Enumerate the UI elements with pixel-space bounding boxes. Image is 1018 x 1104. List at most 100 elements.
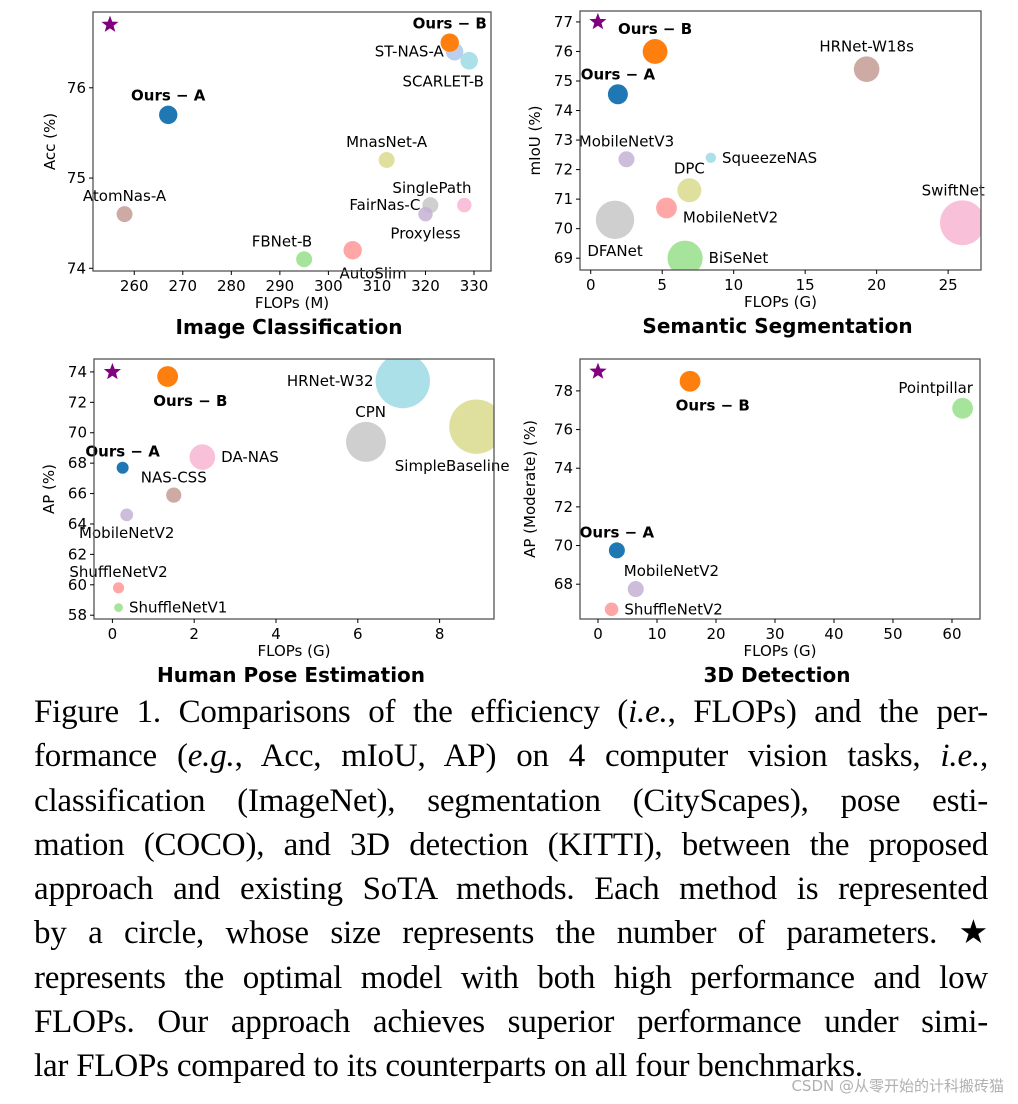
x-axis-label: FLOPs (M)	[255, 294, 329, 312]
subplot-title: Image Classification	[176, 315, 403, 339]
point-label: Proxyless	[390, 224, 460, 242]
point-label: Ours − B	[676, 397, 750, 415]
data-point	[375, 359, 430, 409]
y-tick-label: 76	[554, 42, 573, 60]
y-tick-label: 74	[554, 102, 573, 120]
data-point	[116, 206, 133, 223]
data-point	[345, 421, 386, 462]
plot-frame	[92, 11, 492, 272]
data-point	[440, 33, 459, 52]
x-tick-label: 40	[824, 625, 843, 643]
point-label: Ours − A	[581, 65, 656, 83]
data-point	[157, 366, 179, 387]
data-points	[116, 33, 478, 268]
data-point	[460, 51, 478, 70]
optimal-star-icon	[589, 12, 607, 30]
point-label: BiSeNet	[709, 249, 769, 267]
point-label: DFANet	[587, 242, 643, 260]
point-label: SimpleBaseline	[395, 457, 510, 475]
subplot-title: 3D Detection	[703, 663, 850, 687]
x-axis-label: FLOPs (G)	[744, 642, 817, 660]
y-tick-label: 70	[554, 537, 573, 555]
y-tick-label: 70	[554, 220, 573, 238]
data-point	[595, 200, 635, 239]
point-label: ShuffleNetV1	[129, 599, 227, 617]
caption-line: lar FLOPs compared to its counterparts o…	[34, 1048, 863, 1085]
x-axis-label: FLOPs (G)	[744, 293, 817, 311]
x-tick-label: 20	[706, 625, 725, 643]
point-label: Ours − A	[85, 443, 160, 461]
x-tick-label: 5	[657, 276, 667, 294]
x-tick-label: 15	[796, 276, 815, 294]
point-label: SqueezeNAS	[722, 149, 817, 167]
data-point	[604, 602, 619, 617]
y-tick-label: 76	[554, 421, 573, 439]
point-label: DA-NAS	[221, 448, 279, 466]
caption-line: formance (e.g., Acc, mIoU, AP) on 4 comp…	[34, 738, 988, 775]
y-tick-label: 78	[554, 382, 573, 400]
point-label: NAS-CSS	[141, 468, 207, 486]
data-point	[667, 240, 703, 270]
plot-frame	[579, 358, 981, 620]
y-tick-label: 74	[68, 363, 87, 381]
data-point	[618, 151, 635, 168]
point-label: CPN	[355, 403, 386, 421]
subplot-3d-detection: Ours − B Pointpillar Ours − A MobileNetV2 Sh…	[521, 358, 981, 687]
y-tick-label: 68	[68, 454, 87, 472]
x-tick-label: 0	[108, 625, 118, 643]
optimal-star-icon	[101, 15, 119, 32]
point-label: SwiftNet	[922, 181, 985, 199]
y-tick-label: 74	[554, 459, 573, 477]
x-tick-label: 4	[271, 625, 281, 643]
y-tick-label: 76	[67, 79, 86, 97]
data-point	[457, 197, 472, 213]
y-axis-label: AP (Moderate) (%)	[521, 420, 539, 558]
point-label: SCARLET-B	[402, 73, 483, 91]
point-label: MobileNetV3	[579, 132, 674, 150]
x-tick-label: 50	[883, 625, 902, 643]
caption-line: mation (COCO), and 3D detection (KITTI),…	[34, 826, 988, 863]
y-tick-label: 60	[68, 576, 87, 594]
data-point	[120, 508, 134, 522]
caption-line: Figure 1. Comparisons of the efficiency …	[34, 694, 988, 730]
data-point	[378, 152, 395, 168]
data-point	[296, 251, 313, 268]
x-tick-label: 30	[765, 625, 784, 643]
data-point	[112, 582, 125, 594]
point-label: FBNet-B	[252, 232, 312, 250]
subplot-image-classification: AtomNas-A Ours − A FBNet-B AutoSlim MnasNet-…	[41, 11, 492, 339]
watermark: CSDN @从零开始的计科搬砖猫	[791, 1077, 1004, 1095]
data-point	[642, 39, 668, 64]
point-label: Pointpillar	[898, 379, 973, 397]
point-label: ShuffleNetV2	[624, 600, 722, 618]
optimal-star-icon	[589, 362, 607, 379]
y-tick-label: 72	[554, 161, 573, 179]
x-tick-label: 10	[647, 625, 666, 643]
data-point	[608, 542, 625, 559]
subplot-semantic-segmentation: Ours − B Ours − A HRNet-W18s MobileNetV3 Squ…	[526, 10, 985, 338]
y-tick-label: 77	[554, 13, 573, 31]
x-axis-label: FLOPs (G)	[258, 642, 331, 660]
caption-line: by a circle, whose size represents the n…	[34, 915, 988, 952]
point-label: HRNet-W32	[287, 372, 374, 390]
point-label: MobileNetV2	[624, 562, 719, 580]
subplot-human-pose-estimation: Ours − B HRNet-W32 SimpleBaseline CPN DA-NAS…	[40, 358, 510, 687]
point-label: AtomNas-A	[83, 187, 167, 205]
point-label: HRNet-W18s	[819, 37, 914, 55]
data-point	[189, 444, 216, 470]
subplot-title: Semantic Segmentation	[642, 314, 912, 338]
y-tick-label: 75	[554, 72, 573, 90]
subplot-title: Human Pose Estimation	[157, 663, 425, 687]
y-axis-label: Acc (%)	[41, 113, 59, 170]
x-tick-label: 270	[168, 277, 197, 295]
x-tick-label: 6	[353, 625, 363, 643]
y-tick-label: 71	[554, 190, 573, 208]
point-label: Ours − B	[618, 20, 692, 38]
point-label: FairNas-C	[349, 196, 420, 214]
data-point	[940, 200, 981, 246]
data-point	[418, 206, 433, 222]
data-point	[343, 241, 362, 260]
y-tick-label: 70	[68, 424, 87, 442]
y-tick-label: 62	[68, 545, 87, 563]
data-point	[627, 581, 644, 598]
